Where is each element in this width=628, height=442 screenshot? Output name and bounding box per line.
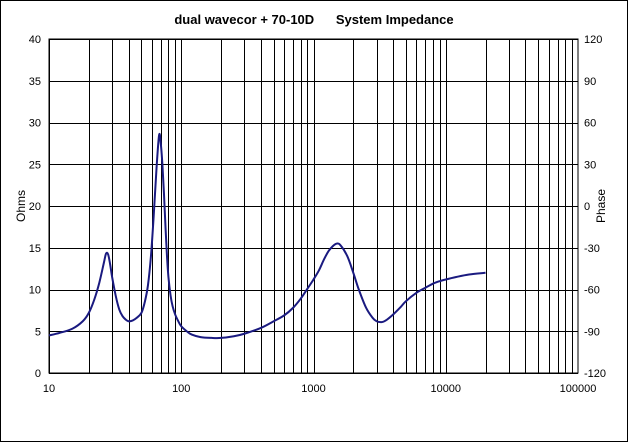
y2-tick-label-0: -120 <box>584 368 606 380</box>
y-tick-label-8: 40 <box>29 34 41 46</box>
y2-tick-label-6: 60 <box>584 118 596 130</box>
plot-area-border <box>48 38 579 374</box>
y-tick-label-5: 25 <box>29 159 41 171</box>
y-tick-label-0: 0 <box>35 368 41 380</box>
x-tick-label-3: 10000 <box>430 383 461 395</box>
y2-tick-label-3: -30 <box>584 243 600 255</box>
grid <box>49 39 578 374</box>
y2-tick-label-2: -60 <box>584 285 600 297</box>
x-tick-label-4: 100000 <box>560 383 597 395</box>
x-tick-label-2: 1000 <box>301 383 325 395</box>
y-tick-labels: 0 5 10 15 20 25 30 35 40 <box>29 34 41 380</box>
y-tick-label-4: 20 <box>29 201 41 213</box>
y2-tick-label-5: 30 <box>584 159 596 171</box>
y-tick-label-7: 35 <box>29 76 41 88</box>
y2-tick-label-8: 120 <box>584 34 602 46</box>
y2-tick-label-7: 90 <box>584 76 596 88</box>
x-tick-labels: 10 100 1000 10000 100000 <box>43 383 596 395</box>
x-tick-label-1: 100 <box>172 383 190 395</box>
y-tick-label-3: 15 <box>29 243 41 255</box>
y2-tick-label-4: 0 <box>584 201 590 213</box>
x-tick-label-0: 10 <box>43 383 55 395</box>
y-tick-label-1: 5 <box>35 326 41 338</box>
y2-tick-labels: -120 -90 -60 -30 0 30 60 90 120 <box>584 34 606 380</box>
y-tick-label-6: 30 <box>29 118 41 130</box>
y-axis-label: Ohms <box>14 190 28 222</box>
chart-title: dual wavecor + 70-10D System Impedance <box>174 12 453 27</box>
y2-axis-label: Phase <box>594 189 608 223</box>
y-tick-label-2: 10 <box>29 285 41 297</box>
impedance-series-line <box>48 132 486 340</box>
y2-tick-label-1: -90 <box>584 326 600 338</box>
